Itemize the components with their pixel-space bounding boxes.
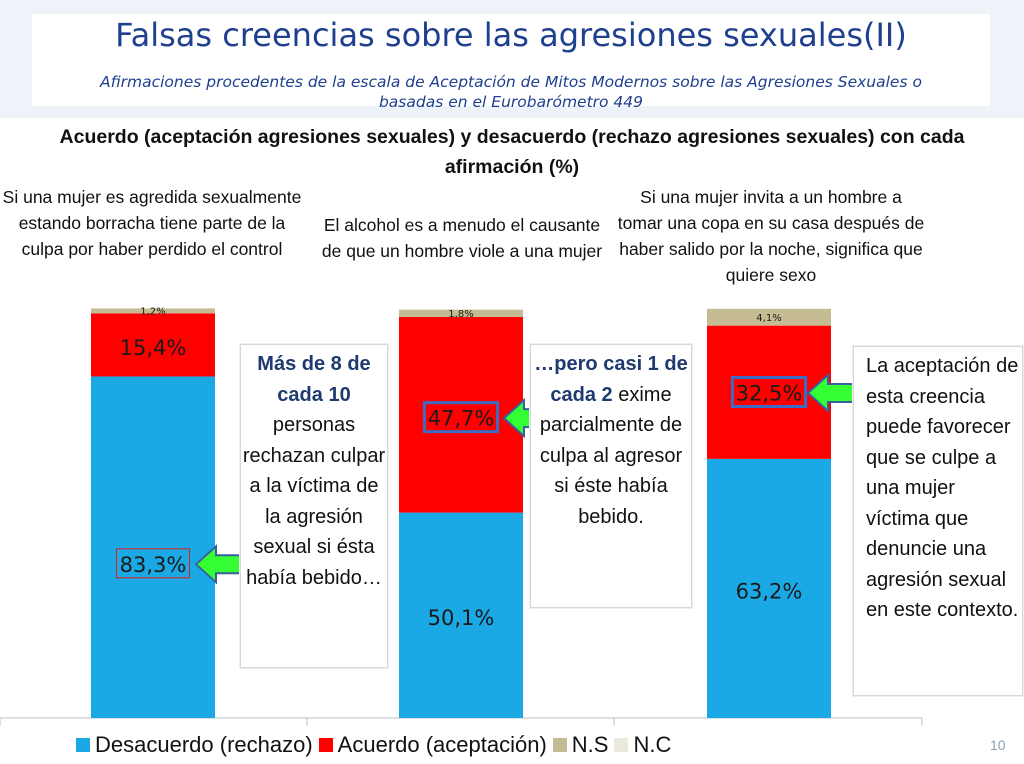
callout-middle-text: exime parcialmente de culpa al agresor s… <box>539 383 683 528</box>
bar-3-desacuerdo <box>707 458 831 718</box>
page-number: 10 <box>990 737 1006 753</box>
legend-label-nc: N.C <box>633 732 672 757</box>
data-label-3-1: 63,2% <box>736 580 803 604</box>
legend-label-acuerdo: Acuerdo (aceptación) <box>337 732 547 757</box>
callout-left-text: personas rechazan culpar a la víctima de… <box>242 414 386 589</box>
slide-subtitle: Afirmaciones procedentes de la escala de… <box>100 73 922 111</box>
slide-title: Falsas creencias sobre las agresiones se… <box>115 16 907 54</box>
legend-item-acuerdo: Acuerdo (aceptación) <box>318 732 547 758</box>
category-label-1: Si una mujer es agredida sexualmente est… <box>2 187 302 259</box>
callout-left: Más de 8 de cada 10 personas rechazan cu… <box>240 344 388 668</box>
legend-swatch-nc <box>614 738 629 752</box>
bar-3-ns <box>707 308 831 326</box>
legend-swatch-ns <box>552 738 567 752</box>
legend: Desacuerdo (rechazo) Acuerdo (aceptación… <box>76 727 916 763</box>
legend-swatch-desacuerdo <box>76 738 90 752</box>
bar-1-acuerdo <box>91 313 215 377</box>
data-label-2-3: 1,8% <box>448 309 473 320</box>
category-label-3: Si una mujer invita a un hombre a tomar … <box>617 187 925 285</box>
callout-left-bold: Más de 8 de cada 10 <box>257 353 371 406</box>
bar-1-ns <box>91 308 215 314</box>
category-label-2: El alcohol es a menudo el causante de qu… <box>321 215 603 261</box>
bar-2-desacuerdo <box>399 512 523 718</box>
data-label-3-2: 32,5% <box>736 382 803 406</box>
highlight-box-3 <box>730 376 808 409</box>
title-box: Falsas creencias sobre las agresiones se… <box>32 14 990 111</box>
callout-middle: …pero casi 1 de cada 2 exime parcialment… <box>530 344 692 608</box>
legend-swatch-acuerdo <box>318 738 333 752</box>
data-label-1-3: 1,2% <box>140 306 165 317</box>
data-label-2-1: 50,1% <box>428 606 495 630</box>
legend-item-desacuerdo: Desacuerdo (rechazo) <box>76 732 313 758</box>
legend-label-desacuerdo: Desacuerdo (rechazo) <box>95 732 313 757</box>
highlight-box-1 <box>115 548 191 579</box>
data-label-1-1: 83,3% <box>120 553 187 577</box>
chart-title: Acuerdo (aceptación agresiones sexuales)… <box>59 126 965 178</box>
data-label-2-2: 47,7% <box>428 407 495 431</box>
bar-1-desacuerdo <box>91 376 215 718</box>
callout-right: La aceptación de esta creencia puede fav… <box>853 346 1023 696</box>
legend-item-nc: N.C <box>614 732 671 758</box>
callout-middle-bold: …pero casi 1 de cada 2 <box>534 353 688 406</box>
bar-2-acuerdo <box>399 317 523 513</box>
bar-2-ns <box>399 309 523 318</box>
data-label-3-3: 4,1% <box>756 313 781 324</box>
highlight-box-2 <box>422 401 500 434</box>
callout-right-text: La aceptación de esta creencia puede fav… <box>866 355 1019 621</box>
data-label-1-2: 15,4% <box>120 336 187 360</box>
legend-item-ns: N.S <box>552 732 609 758</box>
legend-label-ns: N.S <box>571 732 609 757</box>
